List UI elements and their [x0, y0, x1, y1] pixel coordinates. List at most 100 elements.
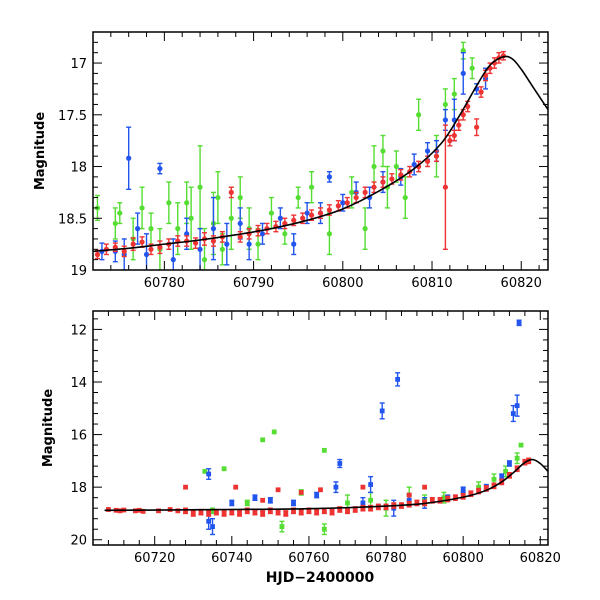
- data-point: [349, 189, 355, 195]
- data-point: [499, 474, 505, 480]
- data-point: [117, 210, 123, 216]
- data-point: [121, 248, 127, 254]
- data-point: [198, 509, 204, 515]
- data-point: [184, 231, 190, 237]
- data-point: [326, 231, 333, 237]
- data-point: [437, 497, 443, 503]
- data-point: [411, 161, 417, 168]
- data-point: [237, 194, 243, 201]
- data-point: [300, 215, 306, 221]
- x-tick-label: 60760: [288, 551, 329, 566]
- data-point: [291, 500, 296, 506]
- data-point: [362, 226, 368, 232]
- bottom-x-axis-label: HJD−2400000: [266, 570, 375, 586]
- data-point: [371, 184, 377, 190]
- data-point: [229, 509, 235, 515]
- data-point: [318, 487, 323, 493]
- x-tick-label: 60780: [144, 276, 185, 291]
- x-tick-label: 60740: [211, 551, 252, 566]
- data-point: [112, 244, 118, 250]
- data-point: [260, 497, 266, 503]
- top-axes: 60780 60790 60800 60810 60820 17 17.5 18 18.5 19: [58, 31, 548, 291]
- data-point: [298, 490, 304, 495]
- data-point: [135, 226, 141, 232]
- data-point: [451, 132, 457, 139]
- data-point: [291, 508, 296, 514]
- data-point: [213, 509, 219, 515]
- data-point: [206, 518, 212, 524]
- y-tick-label: 12: [70, 323, 87, 338]
- data-point: [503, 468, 508, 474]
- bottom-data-layer: [104, 319, 548, 536]
- data-point: [468, 491, 474, 497]
- data-point: [237, 220, 243, 227]
- data-point: [275, 509, 281, 515]
- data-point: [139, 239, 145, 245]
- y-tick-label: 17: [70, 57, 87, 72]
- data-point: [326, 174, 333, 180]
- data-point: [368, 482, 374, 487]
- top-y-axis-label: Magnitude: [33, 112, 48, 191]
- data-point: [406, 492, 412, 498]
- data-point: [148, 226, 154, 232]
- bottom-axes: 60720 60740 60760 60780 60800 60820 12 14 16 18 20: [70, 311, 561, 566]
- data-point: [308, 212, 315, 218]
- data-point: [393, 163, 399, 170]
- data-point: [429, 497, 435, 503]
- data-point: [126, 155, 132, 161]
- data-point: [237, 511, 242, 516]
- data-point: [337, 461, 343, 466]
- x-tick-label: 60820: [520, 551, 561, 566]
- data-point: [259, 231, 266, 237]
- data-point: [221, 511, 227, 516]
- data-point: [306, 508, 312, 514]
- data-point: [442, 117, 449, 123]
- data-point: [291, 241, 297, 247]
- data-point: [175, 226, 181, 232]
- top-plot-frame: [92, 31, 549, 271]
- data-point: [210, 524, 215, 529]
- data-point: [344, 200, 350, 206]
- data-point: [206, 471, 212, 477]
- data-point: [453, 495, 458, 501]
- data-point: [442, 184, 449, 190]
- data-point: [308, 184, 315, 190]
- data-point: [148, 246, 154, 252]
- data-point: [279, 524, 285, 529]
- model-curve: [104, 458, 548, 512]
- x-tick-label: 60820: [501, 276, 542, 291]
- data-point: [414, 500, 420, 506]
- data-point: [166, 200, 172, 206]
- data-point: [246, 241, 252, 247]
- y-tick-label: 18: [70, 481, 87, 496]
- data-point: [424, 158, 431, 164]
- data-point: [516, 320, 522, 326]
- data-point: [314, 509, 320, 515]
- data-point: [210, 508, 215, 514]
- data-point: [321, 508, 327, 514]
- data-point: [197, 246, 203, 252]
- data-point: [483, 486, 489, 491]
- x-tick-label: 60720: [134, 551, 175, 566]
- data-point: [460, 112, 466, 118]
- data-point: [229, 500, 235, 506]
- bottom-plot-area: [93, 311, 548, 545]
- data-point: [183, 508, 188, 514]
- data-point: [224, 241, 230, 247]
- data-point: [267, 508, 273, 514]
- data-point: [433, 153, 440, 159]
- data-point: [368, 505, 374, 511]
- data-point: [267, 497, 273, 503]
- y-tick-label: 16: [70, 429, 87, 444]
- data-point: [94, 251, 101, 258]
- x-tick-label: 60800: [442, 551, 483, 566]
- x-tick-label: 60780: [365, 551, 406, 566]
- data-point: [507, 461, 512, 466]
- data-point: [398, 172, 404, 178]
- data-point: [340, 200, 346, 206]
- data-point: [395, 376, 401, 382]
- data-point: [183, 484, 188, 490]
- y-tick-label: 18.5: [58, 212, 87, 227]
- data-point: [295, 194, 301, 201]
